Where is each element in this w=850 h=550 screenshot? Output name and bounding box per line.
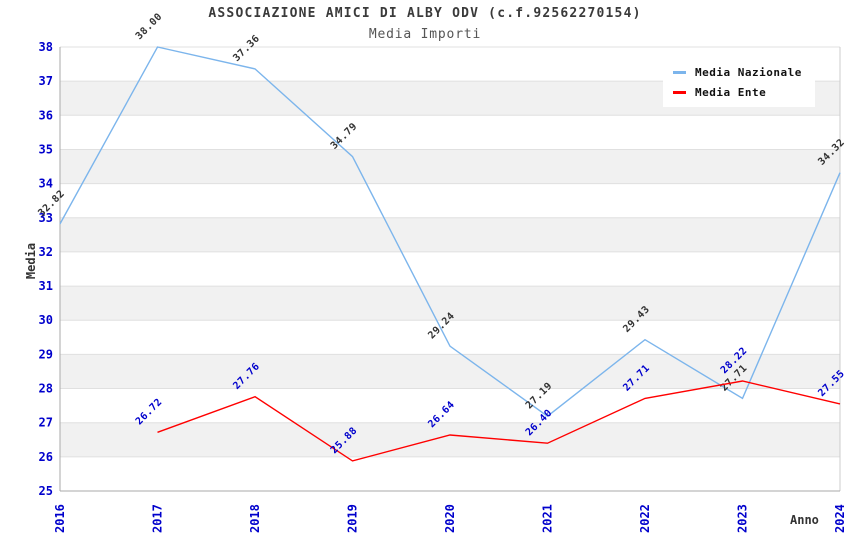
svg-text:28: 28 [39, 382, 53, 396]
svg-text:37.36: 37.36 [231, 33, 262, 64]
legend-label-media-ente: Media Ente [695, 85, 767, 99]
plot-bands [60, 81, 840, 457]
svg-text:2018: 2018 [248, 504, 262, 533]
svg-text:32: 32 [39, 245, 53, 259]
legend-label-media-nazionale: Media Nazionale [695, 65, 802, 79]
y-axis-title: Media [24, 242, 38, 280]
svg-text:2016: 2016 [53, 504, 67, 533]
svg-text:2021: 2021 [541, 504, 555, 533]
legend-item-media-nazionale: Media Nazionale [673, 62, 815, 82]
svg-text:30: 30 [39, 313, 53, 327]
legend: Media Nazionale Media Ente [663, 57, 815, 107]
legend-swatch-media-nazionale [673, 70, 686, 74]
legend-item-media-ente: Media Ente [673, 82, 815, 102]
svg-text:2024: 2024 [833, 504, 847, 533]
svg-text:27: 27 [39, 416, 53, 430]
y-tick-labels: 25 26 27 28 29 30 31 32 33 34 35 36 37 38 [39, 40, 53, 498]
svg-text:34.79: 34.79 [329, 121, 360, 152]
svg-text:31: 31 [39, 279, 53, 293]
svg-text:37: 37 [39, 74, 53, 88]
series-media-ente [157, 380, 841, 462]
chart-subtitle: Media Importi [368, 27, 482, 42]
svg-text:33: 33 [39, 211, 53, 225]
chart-title: ASSOCIAZIONE AMICI DI ALBY ODV (c.f.9256… [208, 6, 642, 21]
svg-text:36: 36 [39, 108, 53, 122]
svg-text:2020: 2020 [443, 504, 457, 533]
axes [59, 47, 841, 492]
svg-text:35: 35 [39, 142, 53, 156]
svg-text:34: 34 [39, 177, 53, 191]
svg-text:38.00: 38.00 [134, 11, 165, 42]
svg-text:2022: 2022 [638, 504, 652, 533]
series-media-nazionale [59, 46, 841, 418]
svg-text:26: 26 [39, 450, 53, 464]
svg-text:29: 29 [39, 347, 53, 361]
svg-text:2019: 2019 [346, 504, 360, 533]
x-axis-title: Anno [790, 513, 819, 527]
svg-text:38: 38 [39, 40, 53, 54]
svg-text:2017: 2017 [151, 504, 165, 533]
x-tick-labels: 2016 2017 2018 2019 2020 2021 2022 2023 2024 [53, 504, 847, 533]
svg-text:25: 25 [39, 484, 53, 498]
legend-swatch-media-ente [673, 90, 686, 94]
svg-text:2023: 2023 [736, 504, 750, 533]
